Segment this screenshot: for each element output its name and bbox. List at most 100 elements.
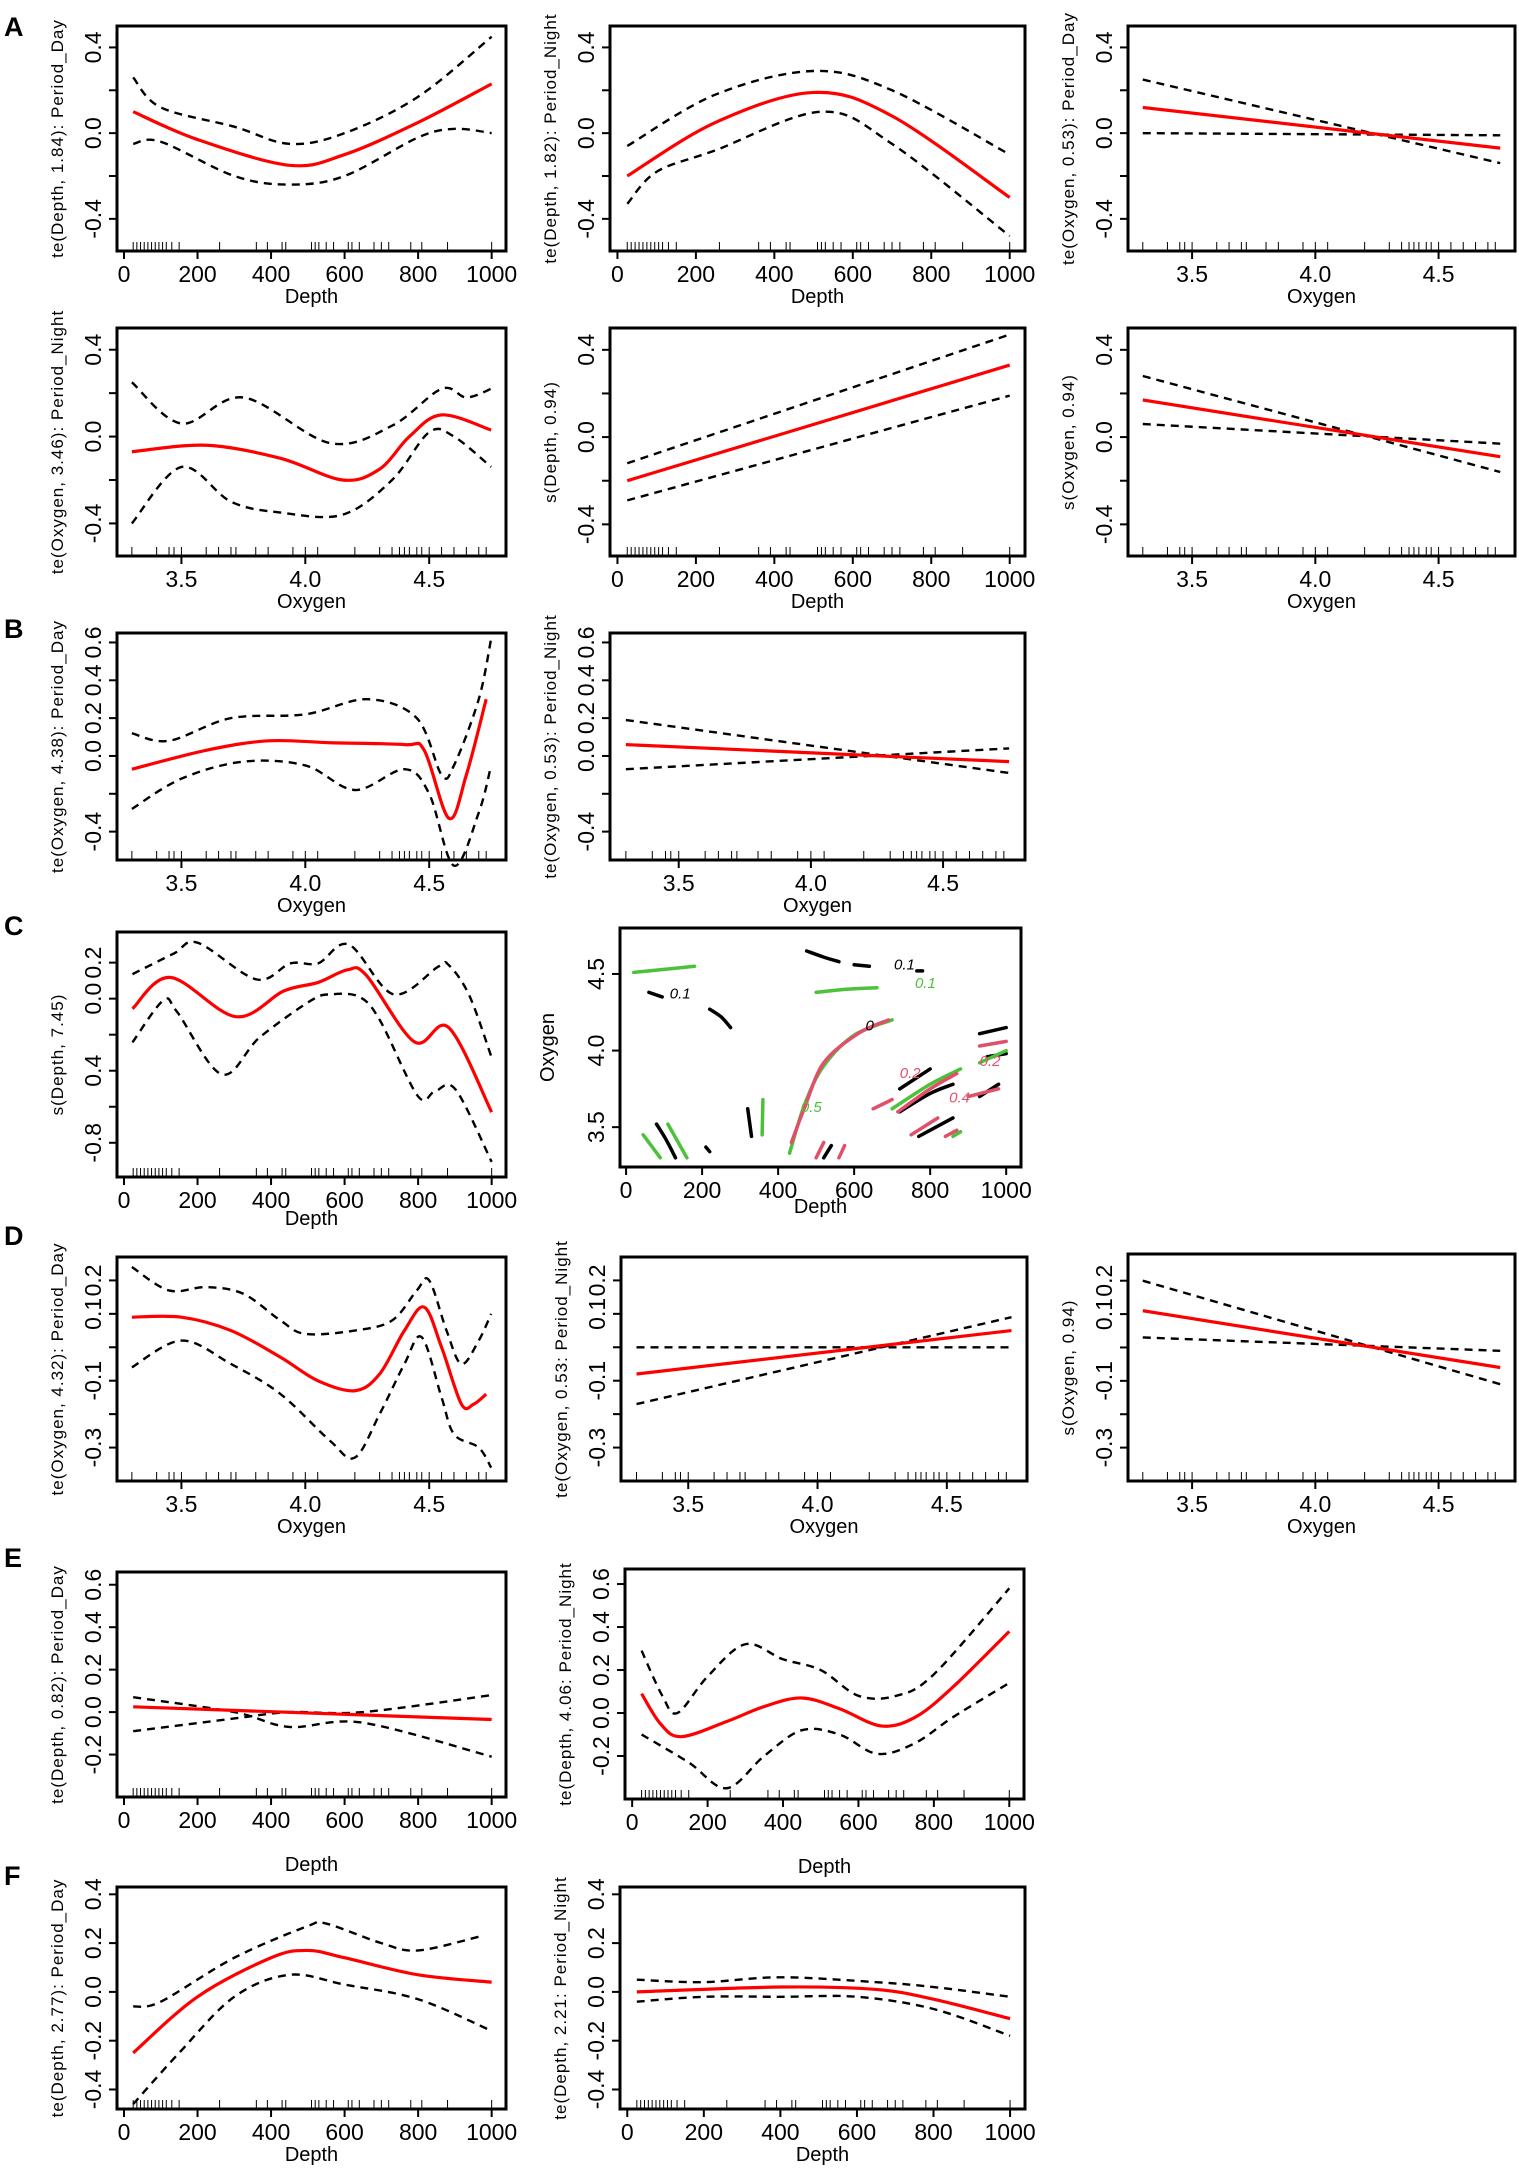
x-tick-label: 600 — [838, 2119, 876, 2145]
lower-confidence-line — [626, 394, 1011, 502]
x-tick-label: 0 — [611, 261, 624, 287]
contour-line — [821, 1143, 834, 1160]
x-tick-label: 200 — [677, 261, 715, 287]
plot-frame — [115, 1255, 508, 1483]
y-tick-label: 0.4 — [588, 1611, 614, 1643]
y-tick-label: 0.2 — [80, 1927, 106, 1959]
y-tick-label: 0.4 — [573, 31, 599, 63]
y-tick-label: 0.2 — [1091, 1265, 1117, 1297]
y-tick-label: 0.0 — [80, 1696, 106, 1728]
fitted-smooth-line — [636, 1985, 1011, 2021]
panel-12: 3.5 4.0 4.5 0.20.1 -0.1 -0.3 Oxygen s(Oxygen, 0… — [1059, 1252, 1517, 1538]
upper-confidence-line — [133, 1696, 492, 1758]
fitted-smooth-line — [131, 965, 494, 1113]
y-tick-label: -0.3 — [80, 1428, 106, 1468]
fitted-smooth-line — [133, 1705, 492, 1722]
x-tick-label: 4.0 — [1299, 1491, 1331, 1517]
x-tick-label: 1000 — [984, 1809, 1035, 1835]
lower-confidence-line — [636, 1994, 1011, 2037]
fitted-smooth-line — [1142, 105, 1501, 150]
x-tick-label: 600 — [325, 1187, 363, 1213]
panel-4: 0 200 400 600 800 1000 -0.4 0.0 0.4 Depth s(Depth,… — [541, 326, 1035, 613]
y-axis-title: te(Oxygen, 4.38): Period_Day — [48, 620, 67, 873]
y-axis-title: te(Oxygen, 0.53): Period_Day — [1059, 12, 1078, 265]
y-tick-label: -0.4 — [1091, 199, 1117, 239]
lower-confidence-line — [636, 1316, 1012, 1406]
y-tick-label: 0.4 — [80, 664, 106, 696]
x-tick-label: 3.5 — [165, 566, 197, 592]
contour-line — [871, 1097, 894, 1111]
plot-frame — [619, 1255, 1029, 1483]
x-tick-label: 600 — [835, 1177, 873, 1203]
x-tick-label: 800 — [399, 2119, 437, 2145]
contour-line — [804, 949, 841, 964]
plot-frame — [608, 326, 1027, 558]
y-tick-label: 0.6 — [588, 1568, 614, 1600]
panel-7: 3.5 4.0 4.5 -0.4 0.0 0.2 0.4 0.6 Oxygen te(Oxygen… — [541, 614, 1027, 917]
x-tick-label: 1000 — [984, 2119, 1035, 2145]
plot-frame — [623, 1567, 1026, 1801]
y-tick-label: 0.6 — [80, 626, 106, 658]
x-tick-label: 200 — [178, 1807, 216, 1833]
fitted-smooth-line — [626, 90, 1011, 199]
y-axis-title: te(Depth, 1.84): Period_Day — [48, 19, 67, 258]
x-tick-label: 800 — [912, 261, 950, 287]
x-tick-label: 400 — [252, 1807, 290, 1833]
x-tick-label: 4.0 — [1299, 566, 1331, 592]
plot-frame — [608, 631, 1027, 862]
x-tick-label: 800 — [915, 1809, 953, 1835]
x-axis-title: Oxygen — [277, 895, 346, 917]
y-tick-label: -0.2 — [588, 1736, 614, 1776]
fitted-smooth-line — [1142, 1309, 1501, 1370]
contour-line — [917, 1116, 955, 1139]
panel-6: 3.5 4.0 4.5 -0.4 0.0 0.2 0.4 0.6 Oxygen te(Oxygen… — [48, 620, 508, 917]
y-tick-label: 0.2 — [80, 1654, 106, 1686]
y-tick-label: 0.4 — [573, 664, 599, 696]
contour-line — [896, 1071, 959, 1114]
y-tick-label: 0.1 — [1091, 1298, 1117, 1330]
y-axis-title: s(Depth, 7.45) — [48, 994, 67, 1116]
x-tick-label: 4.0 — [1299, 261, 1331, 287]
y-tick-label: -0.4 — [80, 503, 106, 543]
x-tick-label: 1000 — [466, 1187, 517, 1213]
lower-confidence-line — [640, 1681, 1010, 1790]
contour-line — [704, 1145, 712, 1154]
upper-confidence-line — [636, 1976, 1011, 1998]
contour-line — [898, 1067, 932, 1091]
x-tick-label: 600 — [325, 261, 363, 287]
x-tick-label: 1000 — [466, 1807, 517, 1833]
x-tick-label: 4.0 — [289, 870, 321, 896]
x-tick-label: 600 — [834, 566, 872, 592]
x-tick-label: 600 — [325, 2119, 363, 2145]
y-tick-label: 4.0 — [583, 1035, 609, 1067]
y-tick-label: 0.2 — [588, 1654, 614, 1686]
y-tick-label: 0.0 — [80, 1976, 106, 2008]
contour-line — [654, 1122, 678, 1160]
lower-confidence-line — [1142, 1336, 1501, 1353]
fitted-smooth-line — [132, 1948, 492, 2055]
y-tick-label: 0.4 — [80, 1878, 106, 1910]
panel-14: 0 200 400 600 800 1000 -0.2 0.0 0.2 0.4 0.6 Depth te… — [556, 1562, 1035, 1878]
y-tick-label: -0.4 — [1091, 504, 1117, 544]
y-axis-title: te(Depth, 2.77): Period_Day — [48, 1879, 67, 2118]
upper-confidence-line — [1142, 374, 1501, 474]
contour-line — [951, 1130, 963, 1139]
x-tick-label: 0 — [118, 2119, 131, 2145]
x-axis-title: Oxygen — [1287, 591, 1356, 613]
contour-line — [852, 963, 872, 969]
y-axis-title: s(Oxygen, 0.94) — [1059, 374, 1078, 510]
y-axis-title: te(Oxygen, 0.53): Period_Night — [541, 614, 560, 878]
x-tick-label: 800 — [399, 1187, 437, 1213]
y-tick-label: 0.0 — [573, 117, 599, 149]
plot-frame — [115, 930, 508, 1179]
contour-label: 0.1 — [670, 985, 691, 1002]
upper-confidence-line — [132, 35, 493, 146]
y-tick-label: 0.0 — [573, 740, 599, 772]
x-tick-label: 0 — [620, 1177, 633, 1203]
y-tick-label: 0.2 — [583, 1927, 609, 1959]
panel-letter-D: D — [4, 1221, 24, 1251]
x-axis-title: Oxygen — [1287, 1516, 1356, 1538]
y-tick-label: 0.4 — [1091, 31, 1117, 63]
y-tick-label: 3.5 — [583, 1111, 609, 1143]
